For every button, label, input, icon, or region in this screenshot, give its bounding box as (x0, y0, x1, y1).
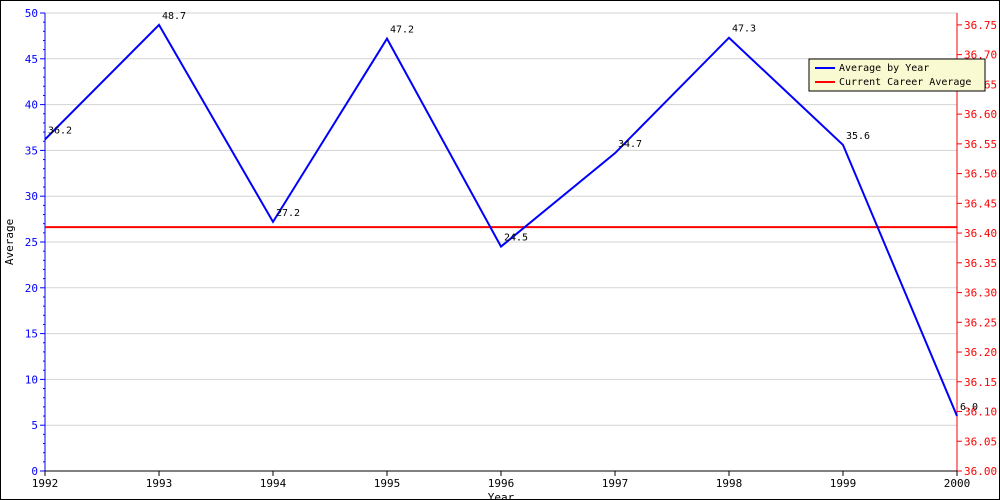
data-point-label: 24.5 (504, 233, 528, 244)
data-point-label: 36.2 (48, 125, 72, 136)
y-right-tick-label: 36.55 (964, 138, 997, 151)
y-right-tick-label: 36.60 (964, 108, 997, 121)
y-left-tick-label: 15 (25, 328, 38, 341)
x-tick-label: 1994 (260, 477, 287, 490)
y-left-tick-label: 25 (25, 236, 38, 249)
x-tick-label: 1992 (32, 477, 59, 490)
y-left-tick-label: 5 (31, 419, 38, 432)
x-tick-label: 1995 (374, 477, 401, 490)
data-point-label: 34.7 (618, 139, 642, 150)
x-tick-label: 1999 (830, 477, 857, 490)
x-tick-label: 1998 (716, 477, 743, 490)
data-point-label: 47.3 (732, 24, 756, 35)
legend-label: Average by Year (839, 63, 929, 74)
x-tick-label: 2000 (944, 477, 971, 490)
legend-label: Current Career Average (839, 77, 971, 88)
data-point-label: 35.6 (846, 131, 870, 142)
data-point-label: 48.7 (162, 11, 186, 22)
y-right-tick-label: 36.30 (964, 287, 997, 300)
y-left-tick-label: 10 (25, 373, 38, 386)
data-point-label: 27.2 (276, 208, 300, 219)
y-right-tick-label: 36.75 (964, 19, 997, 32)
y-right-tick-label: 36.20 (964, 346, 997, 359)
y-right-tick-label: 36.50 (964, 168, 997, 181)
y-left-tick-label: 45 (25, 53, 38, 66)
data-point-label: 6.0 (960, 402, 978, 413)
y-right-tick-label: 36.05 (964, 435, 997, 448)
y-left-tick-label: 20 (25, 282, 38, 295)
y-right-tick-label: 36.40 (964, 227, 997, 240)
y-right-tick-label: 36.35 (964, 257, 997, 270)
y-left-tick-label: 30 (25, 190, 38, 203)
y-axis-label: Average (3, 219, 16, 265)
y-right-tick-label: 36.15 (964, 376, 997, 389)
y-left-tick-label: 40 (25, 99, 38, 112)
y-right-tick-label: 36.45 (964, 197, 997, 210)
chart-svg: 0510152025303540455036.0036.0536.1036.15… (1, 1, 999, 499)
x-axis-label: Year (488, 491, 515, 499)
data-point-label: 47.2 (390, 25, 414, 36)
x-tick-label: 1993 (146, 477, 173, 490)
y-right-tick-label: 36.25 (964, 316, 997, 329)
x-tick-label: 1996 (488, 477, 515, 490)
y-left-tick-label: 50 (25, 7, 38, 20)
chart-container: 0510152025303540455036.0036.0536.1036.15… (0, 0, 1000, 500)
y-left-tick-label: 35 (25, 144, 38, 157)
x-tick-label: 1997 (602, 477, 629, 490)
